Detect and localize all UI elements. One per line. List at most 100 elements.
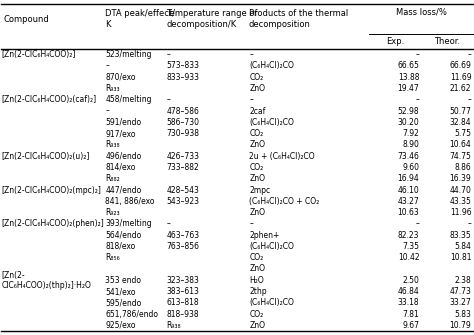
Text: 591/endo: 591/endo [105,118,141,127]
Text: ZnO: ZnO [249,84,265,93]
Text: 43.35: 43.35 [449,197,472,206]
Text: –: – [249,50,253,59]
Text: 543–923: 543–923 [166,197,200,206]
Text: 595/endo: 595/endo [105,298,141,307]
Text: 651,786/endo: 651,786/endo [105,310,158,319]
Text: 82.23: 82.23 [398,230,419,240]
Text: 10.42: 10.42 [398,253,419,262]
Text: 2.38: 2.38 [455,276,472,285]
Text: 447/endo: 447/endo [105,186,141,195]
Text: –: – [105,107,109,116]
Text: Compound: Compound [3,14,49,23]
Text: 21.62: 21.62 [450,84,472,93]
Text: Mass loss/%: Mass loss/% [396,8,447,17]
Text: 66.65: 66.65 [398,62,419,70]
Text: 10.81: 10.81 [450,253,472,262]
Text: 818–938: 818–938 [166,310,199,319]
Text: 353 endo: 353 endo [105,276,141,285]
Text: 50.77: 50.77 [449,107,472,116]
Text: R₉₃₃: R₉₃₃ [105,84,120,93]
Text: (C₆H₄Cl)₂CO + CO₂: (C₆H₄Cl)₂CO + CO₂ [249,197,319,206]
Text: R₉₂₃: R₉₂₃ [105,208,120,217]
Text: 2mpc: 2mpc [249,186,270,195]
Text: 2phen+: 2phen+ [249,230,280,240]
Text: 52.98: 52.98 [398,107,419,116]
Text: R₉₃₈: R₉₃₈ [166,321,181,330]
Text: 46.84: 46.84 [398,287,419,296]
Text: 763–856: 763–856 [166,242,200,251]
Text: 73.46: 73.46 [398,152,419,161]
Text: [Zn(2-ClC₆H₄COO)₂(caf)₂]: [Zn(2-ClC₆H₄COO)₂(caf)₂] [1,95,97,104]
Text: 43.27: 43.27 [398,197,419,206]
Text: –: – [249,95,253,104]
Text: Theor.: Theor. [434,37,460,46]
Text: 917/exo: 917/exo [105,129,136,138]
Text: CO₂: CO₂ [249,253,264,262]
Text: Products of the thermal
decomposition: Products of the thermal decomposition [249,9,348,29]
Text: 11.96: 11.96 [450,208,472,217]
Text: 428–543: 428–543 [166,186,200,195]
Text: CO₂: CO₂ [249,129,264,138]
Text: 44.70: 44.70 [449,186,472,195]
Text: [Zn(2-ClC₆H₄COO)₂(u)₂]: [Zn(2-ClC₆H₄COO)₂(u)₂] [1,152,90,161]
Text: 463–763: 463–763 [166,230,200,240]
Text: 2thp: 2thp [249,287,267,296]
Text: H₂O: H₂O [249,276,264,285]
Text: –: – [166,219,171,228]
Text: 833–933: 833–933 [166,73,200,82]
Text: [Zn(2-ClC₆H₄COO)₂(mpc)₂]: [Zn(2-ClC₆H₄COO)₂(mpc)₂] [1,186,101,195]
Text: 523/melting: 523/melting [105,50,152,59]
Text: 8.86: 8.86 [455,163,472,172]
Text: –: – [467,95,472,104]
Text: 10.63: 10.63 [398,208,419,217]
Text: 7.35: 7.35 [402,242,419,251]
Text: –: – [467,50,472,59]
Text: 33.27: 33.27 [450,298,472,307]
Text: (C₆H₄Cl)₂CO: (C₆H₄Cl)₂CO [249,62,294,70]
Text: 47.73: 47.73 [449,287,472,296]
Text: 9.67: 9.67 [402,321,419,330]
Text: R₈₈₂: R₈₈₂ [105,174,120,183]
Text: 30.20: 30.20 [398,118,419,127]
Text: 5.83: 5.83 [455,310,472,319]
Text: 841, 886/exo: 841, 886/exo [105,197,155,206]
Text: 16.39: 16.39 [450,174,472,183]
Text: 393/melting: 393/melting [105,219,152,228]
Text: [Zn(2-ClC₆H₄COO)₂(phen)₂]: [Zn(2-ClC₆H₄COO)₂(phen)₂] [1,219,104,228]
Text: 733–882: 733–882 [166,163,200,172]
Text: R₉₃₈: R₉₃₈ [105,140,120,149]
Text: ZnO: ZnO [249,321,265,330]
Text: 564/endo: 564/endo [105,230,141,240]
Text: 2.50: 2.50 [402,276,419,285]
Text: 541/exo: 541/exo [105,287,136,296]
Text: 16.94: 16.94 [398,174,419,183]
Text: –: – [166,95,171,104]
Text: 870/exo: 870/exo [105,73,136,82]
Text: 10.64: 10.64 [450,140,472,149]
Text: 32.84: 32.84 [450,118,472,127]
Text: 814/exo: 814/exo [105,163,136,172]
Text: 925/exo: 925/exo [105,321,136,330]
Text: ZnO: ZnO [249,140,265,149]
Text: 33.18: 33.18 [398,298,419,307]
Text: Exp.: Exp. [386,37,404,46]
Text: DTA peak/effect/
K: DTA peak/effect/ K [105,9,174,29]
Text: –: – [105,62,109,70]
Text: 9.60: 9.60 [402,163,419,172]
Text: 2caf: 2caf [249,107,265,116]
Text: 11.69: 11.69 [450,73,472,82]
Text: Temperature range of
decomposition/K: Temperature range of decomposition/K [166,9,257,29]
Text: CO₂: CO₂ [249,310,264,319]
Text: 46.10: 46.10 [398,186,419,195]
Text: 5.84: 5.84 [455,242,472,251]
Text: 383–613: 383–613 [166,287,200,296]
Text: 7.81: 7.81 [403,310,419,319]
Text: 13.88: 13.88 [398,73,419,82]
Text: ZnO: ZnO [249,174,265,183]
Text: [Zn(2-
ClC₆H₄COO)₂(thp)₂]·H₂O: [Zn(2- ClC₆H₄COO)₂(thp)₂]·H₂O [1,271,91,290]
Text: 66.69: 66.69 [449,62,472,70]
Text: 83.35: 83.35 [450,230,472,240]
Text: –: – [467,219,472,228]
Text: 7.92: 7.92 [402,129,419,138]
Text: 586–730: 586–730 [166,118,200,127]
